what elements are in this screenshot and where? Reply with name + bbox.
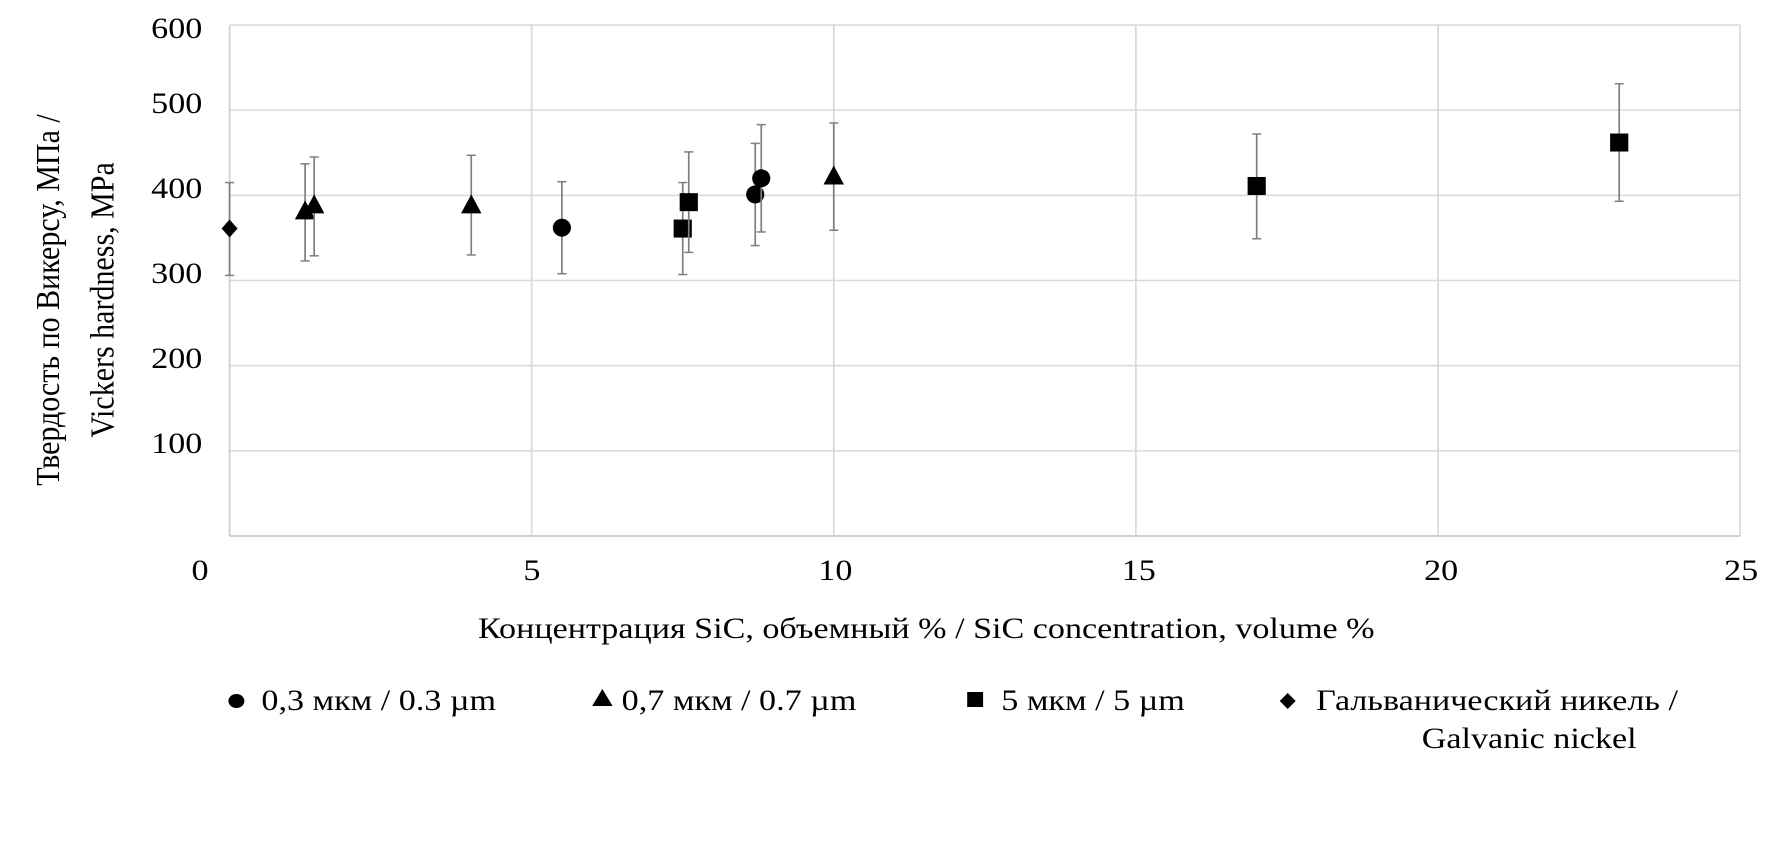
data-point — [746, 142, 765, 247]
circle-marker — [746, 185, 765, 204]
data-point — [461, 154, 482, 256]
y-axis-title-line-1: Твердость по Викерсу, МПа / — [28, 114, 66, 486]
x-tick-labels: 0 5 10 15 20 25 — [192, 553, 1759, 587]
data-point — [221, 181, 238, 277]
y-axis-title-line-2: Vickers hardness, MPa — [83, 162, 121, 438]
x-tick-label: 0 — [192, 553, 209, 587]
square-marker — [1247, 176, 1266, 195]
data-point — [679, 151, 698, 254]
triangle-marker — [294, 200, 316, 220]
y-tick-labels: 100 200 300 400 500 600 — [151, 11, 202, 460]
legend-label-line-2: Galvanic nickel — [1422, 721, 1637, 755]
circle-marker — [752, 169, 771, 188]
x-tick-label: 15 — [1122, 553, 1156, 587]
data-point — [303, 156, 325, 257]
legend-label: 0,3 мкм / 0.3 µm — [261, 683, 496, 717]
y-axis-title: Твердость по Викерсу, МПа / Vickers hard… — [28, 114, 121, 486]
x-tick-label: 25 — [1724, 553, 1758, 587]
y-tick-label: 400 — [151, 171, 202, 205]
square-marker — [1610, 133, 1629, 152]
legend-triangle-marker — [592, 689, 613, 706]
legend-item-0.7um[interactable]: 0,7 мкм / 0.7 µm — [592, 683, 856, 717]
grid — [228, 24, 1741, 537]
y-tick-label: 100 — [151, 426, 202, 460]
y-tick-label: 200 — [151, 341, 202, 375]
y-tick-label: 500 — [151, 86, 202, 120]
legend-diamond-marker — [1279, 693, 1296, 709]
circle-marker — [552, 218, 571, 237]
legend-item-5um[interactable]: 5 мкм / 5 µm — [967, 683, 1185, 717]
data-marks — [221, 83, 1629, 277]
legend-circle-marker — [228, 694, 245, 708]
triangle-marker — [461, 194, 482, 214]
legend-label: 0,7 мкм / 0.7 µm — [622, 683, 857, 717]
data-point — [823, 122, 844, 232]
triangle-marker — [823, 165, 844, 185]
data-point — [1610, 83, 1629, 203]
x-axis-title: Концентрация SiC, объемный % / SiC conce… — [478, 611, 1375, 645]
data-point — [1247, 133, 1266, 240]
y-tick-label: 300 — [151, 256, 202, 290]
legend: 0,3 мкм / 0.3 µm 0,7 мкм / 0.7 µm 5 мкм … — [228, 683, 1678, 755]
x-tick-label: 10 — [818, 553, 852, 587]
square-marker — [673, 219, 692, 238]
x-tick-label: 20 — [1424, 553, 1458, 587]
data-point — [552, 180, 571, 275]
diamond-marker — [221, 219, 238, 238]
triangle-marker — [303, 194, 325, 214]
legend-item-0.3um[interactable]: 0,3 мкм / 0.3 µm — [228, 683, 496, 717]
legend-label-line-1: Гальванический никель / — [1316, 683, 1678, 717]
data-point — [752, 123, 771, 233]
y-tick-label: 600 — [151, 11, 202, 45]
square-marker — [679, 193, 698, 212]
legend-item-galvanic-nickel[interactable]: Гальванический никель / Galvanic nickel — [1279, 683, 1678, 755]
x-tick-label: 5 — [523, 553, 540, 587]
legend-square-marker — [967, 692, 984, 707]
legend-label: 5 мкм / 5 µm — [1001, 683, 1185, 717]
